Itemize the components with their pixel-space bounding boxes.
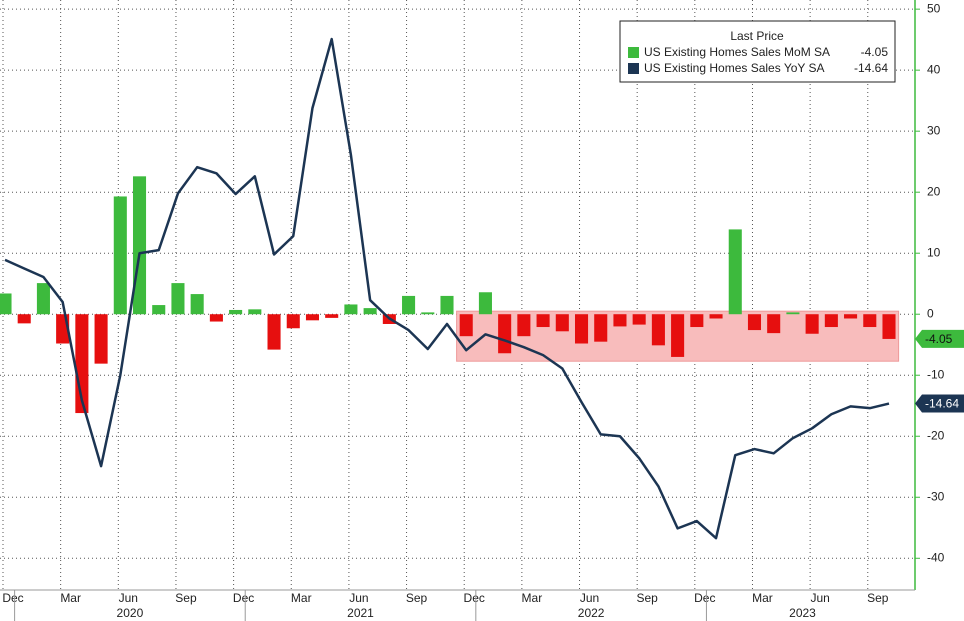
bar bbox=[844, 314, 858, 319]
bar bbox=[709, 314, 723, 319]
bar bbox=[0, 293, 12, 315]
bar bbox=[555, 314, 569, 332]
x-tick-label: Sep bbox=[175, 591, 197, 605]
bar bbox=[767, 314, 781, 334]
bar bbox=[574, 314, 589, 344]
bar bbox=[17, 314, 31, 324]
x-tick-label: Jun bbox=[349, 591, 368, 605]
y-tick-label: 50 bbox=[927, 1, 941, 15]
bar bbox=[209, 314, 223, 322]
y-tick-label: -30 bbox=[927, 489, 945, 503]
bar bbox=[632, 314, 646, 325]
bar bbox=[824, 314, 838, 328]
bar bbox=[171, 283, 185, 315]
x-tick-label: Dec bbox=[694, 591, 715, 605]
bar bbox=[305, 314, 320, 321]
bar bbox=[786, 312, 800, 315]
year-label: 2023 bbox=[789, 606, 816, 620]
y-tick-label: 20 bbox=[927, 184, 941, 198]
bar bbox=[402, 295, 416, 315]
x-tick-label: Jun bbox=[810, 591, 829, 605]
year-label: 2022 bbox=[578, 606, 605, 620]
x-tick-label: Mar bbox=[291, 591, 312, 605]
bar bbox=[113, 196, 127, 315]
y-tick-label: -10 bbox=[927, 367, 945, 381]
last-value-label: -4.05 bbox=[925, 332, 953, 346]
y-tick-label: -40 bbox=[927, 550, 945, 564]
legend-value: -4.05 bbox=[861, 45, 889, 59]
bar bbox=[747, 314, 762, 331]
y-tick-label: 10 bbox=[927, 245, 941, 259]
bar bbox=[344, 304, 358, 315]
bar bbox=[94, 314, 108, 364]
last-value-tag bbox=[915, 329, 964, 348]
bar bbox=[805, 314, 819, 334]
bar bbox=[248, 309, 262, 315]
legend-title: Last Price bbox=[730, 29, 784, 43]
y-tick-label: 30 bbox=[927, 123, 941, 137]
x-tick-label: Dec bbox=[233, 591, 254, 605]
bar bbox=[152, 305, 166, 315]
legend-value: -14.64 bbox=[854, 61, 888, 75]
bar bbox=[728, 229, 742, 315]
line bbox=[4, 37, 890, 540]
bar bbox=[536, 314, 550, 328]
x-tick-label: Mar bbox=[752, 591, 773, 605]
legend: Last Price US Existing Homes Sales MoM SA… bbox=[619, 20, 896, 83]
x-tick-label: Sep bbox=[867, 591, 889, 605]
year-label: 2021 bbox=[347, 606, 374, 620]
bar bbox=[651, 314, 665, 346]
last-value-tag bbox=[915, 394, 964, 413]
bar bbox=[421, 312, 435, 315]
bar bbox=[517, 314, 531, 337]
bar bbox=[613, 314, 627, 327]
y-tick-label: -20 bbox=[927, 428, 945, 442]
bar bbox=[863, 314, 877, 328]
bar bbox=[671, 314, 685, 357]
year-label: 2020 bbox=[117, 606, 144, 620]
bar bbox=[594, 314, 608, 342]
y-tick-label: 0 bbox=[927, 306, 934, 320]
y-tick-label: 40 bbox=[927, 62, 941, 76]
bar bbox=[190, 294, 204, 315]
x-tick-label: Jun bbox=[119, 591, 138, 605]
bar bbox=[498, 314, 512, 354]
x-tick-label: Sep bbox=[406, 591, 428, 605]
bar bbox=[478, 292, 492, 315]
bar bbox=[882, 314, 896, 339]
bar bbox=[229, 309, 243, 315]
bar bbox=[36, 283, 50, 315]
bar bbox=[363, 308, 377, 315]
legend-box bbox=[619, 20, 896, 83]
x-tick-label: Mar bbox=[60, 591, 81, 605]
x-tick-label: Mar bbox=[522, 591, 543, 605]
x-tick-label: Dec bbox=[2, 591, 23, 605]
bar bbox=[267, 314, 281, 350]
bar bbox=[325, 314, 339, 318]
legend-swatch bbox=[628, 63, 639, 74]
legend-swatch bbox=[628, 47, 639, 58]
bar bbox=[459, 314, 473, 337]
bar bbox=[690, 314, 704, 328]
bar bbox=[440, 295, 454, 315]
bar bbox=[132, 176, 147, 315]
x-tick-label: Dec bbox=[464, 591, 485, 605]
legend-label: US Existing Homes Sales MoM SA bbox=[644, 45, 830, 59]
x-tick-label: Sep bbox=[636, 591, 658, 605]
x-tick-label: Jun bbox=[580, 591, 599, 605]
last-value-label: -14.64 bbox=[925, 397, 959, 411]
legend-label: US Existing Homes Sales YoY SA bbox=[644, 61, 825, 75]
bar bbox=[286, 314, 300, 329]
